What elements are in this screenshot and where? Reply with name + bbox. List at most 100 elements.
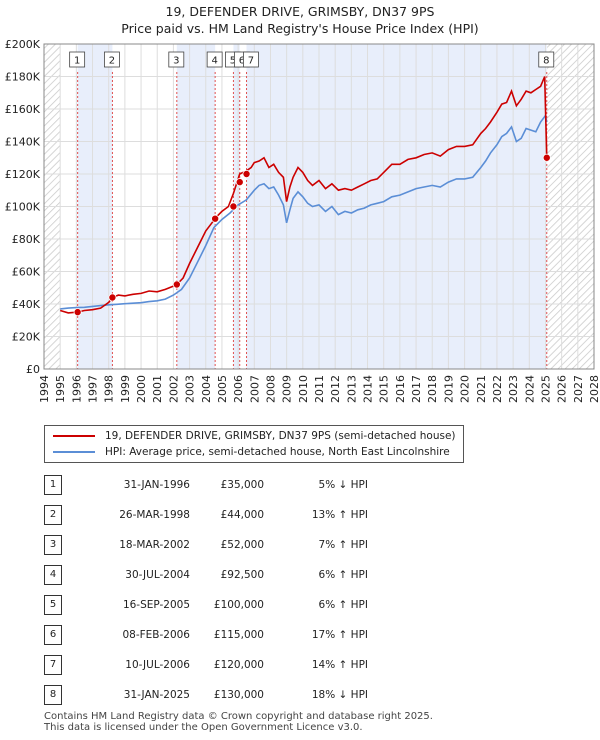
sale-hpi-diff: 5% ↓ HPI [318,479,368,491]
x-tick-label: 2002 [167,375,180,403]
x-tick-label: 2018 [426,375,439,403]
x-tick-label: 2003 [184,375,197,403]
sale-number-box [538,51,555,68]
price-chart: £0 £20K £40K £60K £80K £100K £120K £140K £160K £1… [5,38,600,403]
sale-number-label: 8 [543,56,549,67]
sale-marker-badge: 5 [44,595,62,615]
x-tick-label: 2019 [442,375,455,403]
sale-row: 4 30-JUL-2004 £92,500 6% ↑ HPI [44,565,444,585]
x-tick-label: 2024 [523,375,536,403]
sale-row: 8 31-JAN-2025 £130,000 18% ↓ HPI [44,685,444,705]
sale-number-box [206,51,223,68]
sale-hpi-diff: 14% ↑ HPI [311,659,368,671]
legend-label-hpi: HPI: Average price, semi-detached house,… [105,446,450,458]
sale-price: £44,000 [220,509,264,521]
x-tick-label: 1999 [119,375,132,403]
sale-marker-badge: 4 [44,565,62,585]
sale-point [73,308,82,317]
sale-number-box [168,51,185,68]
chart-title-block: 19, DEFENDER DRIVE, GRIMSBY, DN37 9PS Pr… [0,3,600,37]
sale-date: 18-MAR-2002 [119,539,190,551]
sale-row: 1 31-JAN-1996 £35,000 5% ↓ HPI [44,475,444,495]
sale-marker-badge: 2 [44,505,62,525]
x-tick-label: 2010 [297,375,310,403]
chart-subtitle: Price paid vs. HM Land Registry's House … [121,21,479,36]
sale-row: 3 18-MAR-2002 £52,000 7% ↑ HPI [44,535,444,555]
x-tick-label: 1998 [103,375,116,403]
sale-price: £130,000 [213,689,264,701]
sale-row: 7 10-JUL-2006 £120,000 14% ↑ HPI [44,655,444,675]
x-tick-label: 2004 [200,375,213,403]
x-tick-label: 2005 [216,375,229,403]
sale-date: 30-JUL-2004 [125,569,190,581]
sale-price: £52,000 [220,539,264,551]
y-tick-label: £60K [12,266,41,279]
x-tick-label: 1994 [38,375,51,403]
sale-hpi-diff: 7% ↑ HPI [318,539,368,551]
x-tick-label: 2013 [345,375,358,403]
sale-number-label: 1 [74,56,80,67]
sale-point [211,214,220,223]
y-tick-label: £160K [5,103,41,116]
sale-number-label: 6 [239,56,245,67]
x-tick-label: 2015 [378,375,391,403]
price-paid-line [59,76,548,314]
x-tick-label: 1996 [70,375,83,403]
sale-date: 10-JUL-2006 [125,659,190,671]
y-tick-label: £140K [5,136,41,149]
x-tick-label: 2025 [539,375,552,403]
sale-price: £115,000 [213,629,264,641]
x-tick-label: 2006 [232,375,245,403]
chart-title: 19, DEFENDER DRIVE, GRIMSBY, DN37 9PS [165,4,435,19]
sale-marker-badge: 6 [44,625,62,645]
y-tick-label: £20K [12,331,41,344]
sale-row: 5 16-SEP-2005 £100,000 6% ↑ HPI [44,595,444,615]
sale-point [242,169,251,178]
sale-number-label: 3 [173,56,179,67]
x-tick-label: 1995 [54,375,67,403]
sale-hpi-diff: 6% ↑ HPI [318,569,368,581]
sale-number-label: 4 [211,56,217,67]
x-tick-label: 2009 [281,375,294,403]
plot-frame [43,43,595,370]
sale-hpi-diff: 17% ↑ HPI [311,629,368,641]
x-tick-label: 2001 [151,375,164,403]
sale-price: £92,500 [220,569,264,581]
x-tick-label: 2022 [491,375,504,403]
x-tick-label: 2026 [556,375,569,403]
x-tick-label: 2017 [410,375,423,403]
y-tick-label: £40K [12,298,41,311]
sale-number-box [104,51,120,68]
sale-price: £100,000 [213,599,264,611]
y-tick-label: £200K [5,38,41,51]
x-tick-label: 2016 [394,375,407,403]
x-tick-label: 2028 [588,375,600,403]
footer-credits: Contains HM Land Registry data © Crown c… [44,711,433,733]
sale-hpi-diff: 6% ↑ HPI [318,599,368,611]
sale-date: 08-FEB-2006 [122,629,190,641]
x-tick-label: 2007 [248,375,261,403]
sale-price: £35,000 [220,479,264,491]
sale-hpi-diff: 18% ↓ HPI [311,689,368,701]
x-tick-label: 2023 [507,375,520,403]
x-tick-label: 2011 [313,375,326,403]
sale-row: 2 26-MAR-1998 £44,000 13% ↑ HPI [44,505,444,525]
legend-item-hpi: HPI: Average price, semi-detached house,… [53,444,450,460]
x-tick-label: 2012 [329,375,342,403]
y-tick-label: £80K [12,233,41,246]
x-tick-label: 1997 [87,375,100,403]
sale-date: 16-SEP-2005 [122,599,190,611]
hpi-line [60,113,548,310]
sale-marker-badge: 7 [44,655,62,675]
footer-line-2: This data is licensed under the Open Gov… [44,722,363,733]
sale-marker-badge: 1 [44,475,62,495]
y-tick-label: £120K [5,168,41,181]
x-tick-label: 2021 [475,375,488,403]
y-tick-label: £100K [5,201,41,214]
sale-point [108,293,117,302]
x-tick-label: 2000 [135,375,148,403]
x-tick-label: 2027 [572,375,585,403]
sale-number-box [243,51,259,68]
footer-line-1: Contains HM Land Registry data © Crown c… [44,711,433,722]
sale-point [235,178,244,187]
